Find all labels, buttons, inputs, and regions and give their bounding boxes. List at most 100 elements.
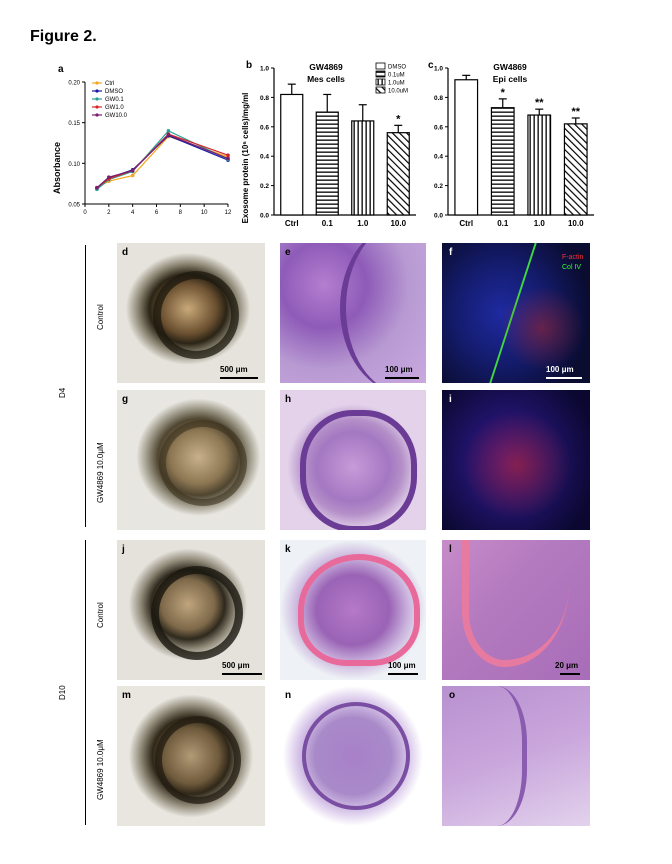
chart-b-legend-label: 10.0uM	[388, 89, 408, 95]
chart-b-legend-swatch	[375, 70, 386, 78]
chart-c-title-2: Epi cells	[493, 74, 528, 84]
chart-c-significance: *	[501, 87, 506, 99]
photo-e-control-d4	[280, 243, 426, 383]
chart-a-legend-label: GW0.1	[105, 97, 124, 103]
chart-b-category-label: Ctrl	[285, 219, 299, 228]
chart-a-legend-marker	[95, 113, 99, 117]
chart-a-legend-label: DMSO	[105, 89, 123, 95]
chart-a-ytick-label: 0.15	[68, 121, 80, 127]
chart-a-ytick-label: 0.05	[68, 203, 80, 209]
chart-a-legend-label: Ctrl	[105, 81, 114, 87]
panel-letter-m: m	[122, 690, 131, 701]
panel-letter-c: c	[428, 60, 434, 71]
scale-bar-e	[385, 377, 419, 379]
d4-label: D4	[58, 387, 67, 398]
chart-c-bar: GW4869 Epi cells 0.0 0.2 0.4 0.6 0.8 1.0 Ctrl…	[434, 62, 594, 228]
figure-title: Figure 2.	[30, 28, 97, 45]
chart-a-point	[226, 156, 230, 161]
chart-b-bar	[351, 120, 375, 216]
photo-o-treated-d10	[442, 686, 590, 826]
d10-bracket-line	[85, 540, 86, 825]
chart-a-point	[166, 129, 171, 133]
chart-c-bar	[563, 123, 588, 216]
panel-letter-n: n	[285, 690, 292, 701]
chart-a-xtick-label: 2	[107, 210, 111, 216]
photo-g-treated-d4	[117, 390, 265, 530]
scale-label-f: 100 μm	[546, 365, 574, 374]
chart-a-xtick-label: 12	[225, 210, 232, 216]
chart-a-xtick-label: 6	[155, 210, 159, 216]
chart-c-category-label: Ctrl	[459, 219, 473, 228]
chart-c-category-label: 10.0	[568, 219, 584, 228]
chart-a-series-line	[96, 135, 229, 189]
chart-b-ytick-label: 0.0	[260, 213, 269, 220]
scale-bar-j	[222, 673, 262, 675]
chart-c-significance: **	[571, 106, 580, 118]
scale-bar-d	[220, 377, 258, 379]
chart-b-ytick-label: 1.0	[260, 66, 269, 73]
chart-a-legend-marker	[95, 97, 99, 101]
chart-c-title-1: GW4869	[493, 62, 527, 72]
chart-c-category-label: 1.0	[534, 219, 546, 228]
chart-a-point	[107, 175, 111, 179]
chart-c-significance: **	[535, 97, 544, 109]
photo-h-treated-d4	[280, 390, 426, 530]
d4-bracket-line	[85, 245, 86, 527]
d10-label: D10	[58, 685, 67, 700]
photo-f-control-d4	[442, 243, 590, 383]
panel-letter-a: a	[58, 64, 64, 75]
chart-b-legend-swatch	[375, 62, 386, 70]
chart-a-xtick-label: 0	[83, 210, 87, 216]
panel-letter-j: j	[122, 544, 125, 555]
chart-a-line: Ctrl DMSO GW0.1 GW1.0 GW10.0 0.20 0.15 0.10 0.0…	[52, 81, 232, 217]
chart-b-ytick-label: 0.6	[260, 124, 269, 131]
scale-label-d: 500 μm	[220, 365, 248, 374]
photo-n-treated-d10	[280, 686, 426, 826]
scale-label-j: 500 μm	[222, 661, 250, 670]
chart-a-xtick-label: 4	[131, 210, 135, 216]
scale-label-l: 20 μm	[555, 661, 579, 670]
chart-a-legend-marker	[95, 89, 99, 93]
chart-b-title-1: GW4869	[309, 62, 343, 72]
chart-b-bar	[315, 111, 339, 216]
panel-letter-i: i	[449, 394, 452, 405]
chart-a-point	[226, 153, 230, 157]
chart-c-ytick-label: 0.0	[434, 213, 443, 220]
chart-b-category-label: 10.0	[390, 219, 406, 228]
chart-b-bar	[280, 93, 304, 216]
chart-b-legend-swatch	[375, 86, 386, 94]
chart-b-ytick-label: 0.4	[260, 154, 269, 161]
chart-c-ytick-label: 0.2	[434, 183, 443, 190]
chart-b-title-2: Mes cells	[307, 74, 345, 84]
row-label-gw-d10: GW4869 10.0μM	[96, 739, 105, 800]
chart-a-xtick-label: 10	[201, 210, 208, 216]
photo-d-control-d4	[117, 243, 265, 383]
chart-b-bar	[386, 132, 410, 216]
photo-l-control-d10	[442, 540, 590, 680]
scale-bar-k	[388, 673, 418, 675]
panel-letter-h: h	[285, 394, 292, 405]
row-label-control-d10: Control	[96, 602, 105, 628]
chart-b-bar: GW4869 Mes cells Exosome protein (10⁶ ce…	[241, 62, 416, 228]
chart-b-legend-label: DMSO	[388, 65, 406, 71]
chart-c-ytick-label: 1.0	[434, 66, 443, 73]
chart-a-legend-label: GW1.0	[105, 105, 124, 111]
chart-a-point	[130, 173, 135, 178]
row-label-gw-d4: GW4869 10.0μM	[96, 442, 105, 503]
chart-a-point	[95, 185, 99, 190]
chart-b-category-label: 1.0	[357, 219, 369, 228]
panel-letter-f: f	[449, 247, 453, 258]
legend-col4: Col IV	[562, 264, 582, 271]
chart-b-category-label: 0.1	[322, 219, 334, 228]
panel-letter-g: g	[122, 394, 129, 405]
chart-a-legend-label: GW10.0	[105, 113, 128, 119]
chart-b-legend-label: 1.0uM	[388, 81, 405, 87]
panel-letter-e: e	[285, 247, 291, 258]
chart-b-legend-label: 0.1uM	[388, 73, 405, 79]
row-label-control-d4: Control	[96, 304, 105, 330]
chart-a-legend-marker	[95, 105, 99, 109]
photo-k-control-d10	[280, 540, 426, 680]
scale-bar-l	[560, 673, 580, 675]
chart-c-bar	[454, 79, 479, 216]
chart-b-ylabel: Exosome protein (10⁶ cells)/mg/ml	[241, 93, 250, 224]
